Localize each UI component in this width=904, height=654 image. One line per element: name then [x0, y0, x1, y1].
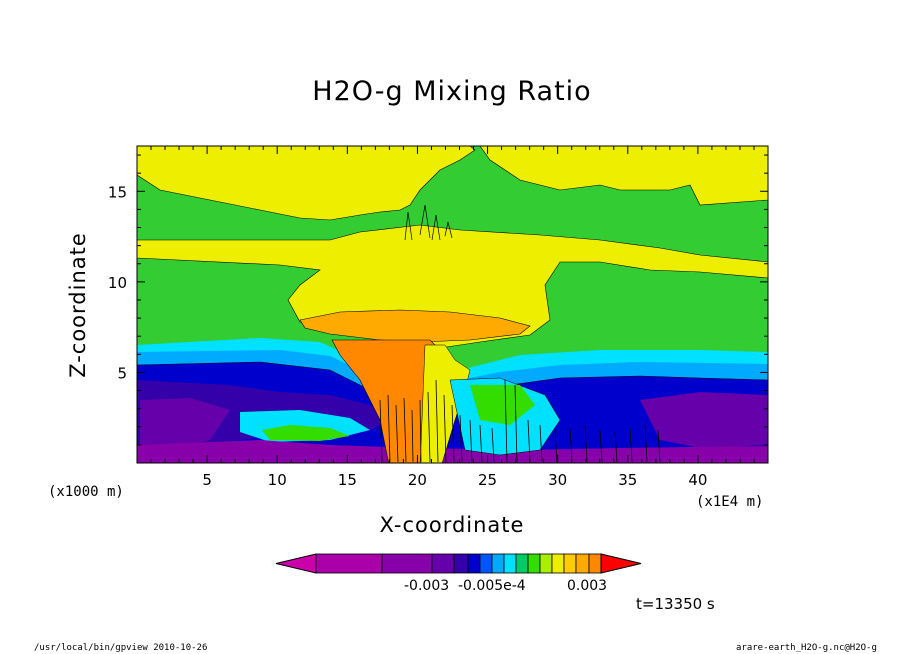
- y-unit-label: (x1000 m): [48, 484, 124, 500]
- x-unit-label: (x1E4 m): [696, 494, 764, 510]
- x-tick-label: 40: [688, 471, 707, 489]
- colorbar-cell: [453, 553, 469, 574]
- time-label: t=13350 s: [636, 595, 715, 613]
- band-purple-right: [640, 392, 768, 448]
- footer-right: arare-earth_H2O-g.nc@H2O-g: [736, 643, 877, 653]
- colorbar-cell: [575, 553, 590, 574]
- colorbar-cell: [588, 553, 602, 574]
- colorbar-cell: [479, 553, 493, 574]
- contour-field: [137, 146, 768, 463]
- band-purple-left: [140, 398, 230, 450]
- colorbar-tick-3: 0.003: [567, 578, 608, 594]
- colorbar-arrow-left: [275, 553, 317, 574]
- colorbar-tick-1: -0.003: [404, 578, 450, 594]
- y-tick-label: 15: [108, 183, 127, 201]
- colorbar-cell: [527, 553, 541, 574]
- band-yellow-top: [137, 146, 768, 206]
- colorbar-cell: [315, 553, 383, 574]
- x-axis-label-text: X-coordinate: [379, 513, 525, 537]
- x-ticks: 5 10 15 20 25 30 35 40: [136, 146, 769, 489]
- x-tick-label: 30: [548, 471, 567, 489]
- band-yellow-anvil: [137, 224, 768, 349]
- patch-green-right: [470, 385, 535, 425]
- colorbar-cell: [503, 553, 517, 574]
- y-axis-label: Z-coordinate: [66, 232, 90, 378]
- plot-frame: [136, 145, 769, 464]
- footer-left: /usr/local/bin/gpview 2010-10-26: [34, 643, 208, 653]
- colorbar: [275, 553, 642, 574]
- anvil-spikes: [404, 204, 453, 241]
- band-orange-anvil: [299, 309, 531, 343]
- chart-title: H2O-g Mixing Ratio: [312, 76, 592, 107]
- colorbar-cell: [515, 553, 529, 574]
- band-purple-bottom: [137, 440, 768, 463]
- colorbar-tick-2: -0.005e-4: [458, 578, 526, 594]
- colorbar-cell: [491, 553, 505, 574]
- x-tick-label: 10: [268, 471, 287, 489]
- colorbar-cell: [551, 553, 565, 574]
- y-ticks: 5 10 15: [108, 154, 768, 464]
- colorbar-cell: [563, 553, 577, 574]
- x-axis-label: X-coordinate: [0, 513, 904, 537]
- x-tick-label: 25: [478, 471, 497, 489]
- colorbar-cell: [467, 553, 481, 574]
- patch-green-low: [262, 425, 350, 441]
- x-tick-label: 35: [618, 471, 637, 489]
- x-tick-label: 5: [202, 471, 212, 489]
- x-tick-label: 15: [338, 471, 357, 489]
- colorbar-cell: [431, 553, 455, 574]
- x-tick-label: 20: [408, 471, 427, 489]
- colorbar-arrow-right: [600, 553, 642, 574]
- y-tick-label: 5: [117, 364, 127, 382]
- colorbar-cell: [381, 553, 433, 574]
- y-tick-label: 10: [108, 274, 127, 292]
- colorbar-cell: [539, 553, 553, 574]
- contour-noise: [379, 379, 661, 463]
